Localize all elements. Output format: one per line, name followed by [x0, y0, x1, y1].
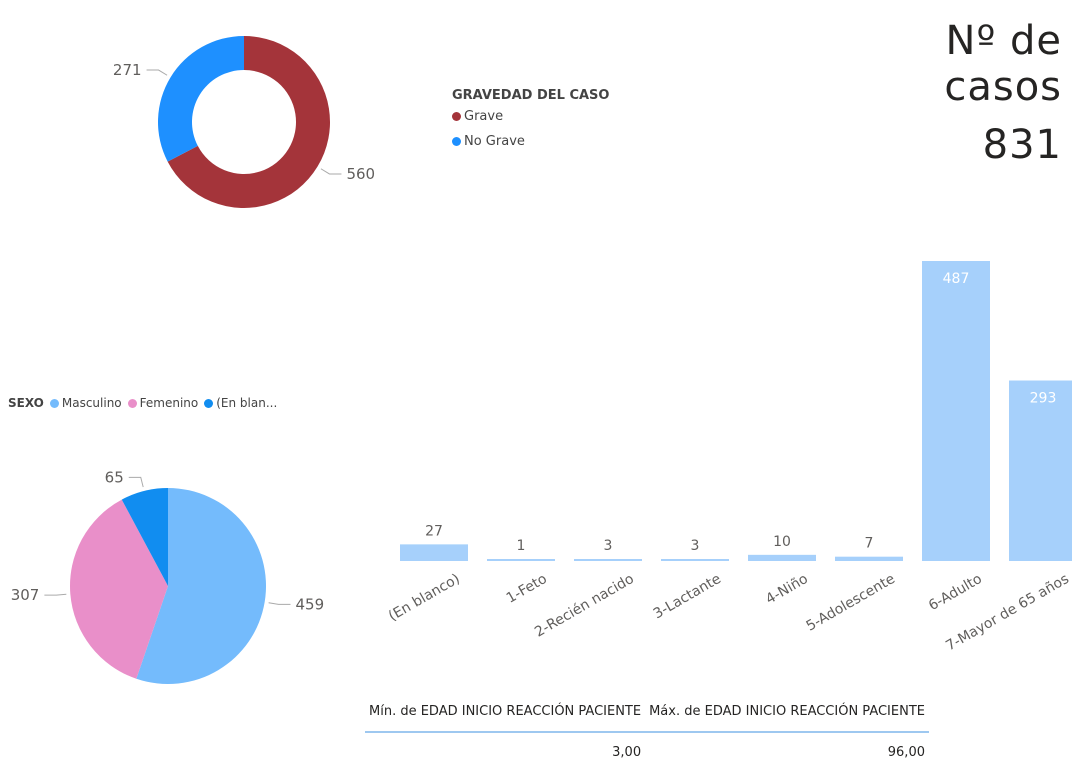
bar-category-label: 6-Adulto [926, 571, 985, 614]
bar[interactable] [400, 544, 468, 561]
donut-labels: 560 271 [113, 61, 375, 183]
donut-data-label: 271 [113, 61, 142, 79]
sex-legend: SEXO Masculino Femenino (En blan... [8, 396, 283, 410]
max-age-value: 96,00 [645, 732, 929, 760]
severity-donut-chart: 560 271 [0, 0, 440, 230]
donut-slices [158, 36, 330, 208]
bar-category-label: 4-Niño [763, 571, 811, 608]
bar[interactable] [748, 555, 816, 561]
sex-legend-title: SEXO [8, 396, 44, 410]
bar-data-label: 293 [1030, 391, 1057, 407]
pie-data-label: 459 [295, 595, 324, 613]
min-age-value: 3,00 [365, 732, 645, 760]
legend-dot-en-blanco-icon [204, 399, 213, 408]
legend-item-masculino[interactable]: Masculino [50, 396, 122, 410]
legend-label-masculino: Masculino [62, 396, 122, 410]
bar-category-label: 3-Lactante [651, 571, 724, 622]
legend-label-femenino: Femenino [140, 396, 199, 410]
bar-category-label: 5-Adolescente [804, 571, 898, 635]
legend-item-en-blanco[interactable]: (En blan... [204, 396, 277, 410]
legend-label-grave: Grave [464, 109, 503, 124]
bar[interactable] [487, 559, 555, 561]
age-minmax-table: Mín. de EDAD INICIO REACCIÓN PACIENTE Má… [365, 704, 929, 760]
pie-slices [70, 488, 266, 684]
pie-data-label: 65 [105, 468, 124, 486]
bar-data-label: 1 [517, 538, 526, 554]
legend-label-en-blanco: (En blan... [216, 396, 277, 410]
donut-data-label: 560 [346, 165, 375, 183]
pie-leader-line [269, 603, 291, 605]
severity-legend-title: GRAVEDAD DEL CASO [452, 88, 609, 103]
min-age-header[interactable]: Mín. de EDAD INICIO REACCIÓN PACIENTE [365, 704, 645, 732]
bar[interactable] [835, 557, 903, 561]
legend-label-no-grave: No Grave [464, 134, 525, 149]
pie-leader-line [129, 477, 143, 487]
max-age-header[interactable]: Máx. de EDAD INICIO REACCIÓN PACIENTE [645, 704, 929, 732]
legend-item-no-grave[interactable]: No Grave [452, 134, 609, 149]
pie-data-label: 307 [11, 586, 40, 604]
bar-category-label: 1-Feto [504, 571, 550, 607]
bar-data-label: 10 [773, 534, 791, 550]
bar[interactable] [922, 261, 990, 561]
bar-data-label: 27 [425, 523, 443, 539]
kpi-title-line2: casos [842, 64, 1062, 110]
bar[interactable] [1009, 381, 1072, 561]
kpi-title-line1: Nº de [842, 18, 1062, 64]
bar-data-label: 3 [604, 538, 613, 554]
donut-leader-line [321, 169, 342, 174]
pie-leader-line [44, 594, 66, 595]
sex-pie-chart: 459 307 65 [0, 460, 360, 700]
bar-data-label: 487 [943, 271, 970, 287]
legend-dot-femenino-icon [128, 399, 137, 408]
legend-item-femenino[interactable]: Femenino [128, 396, 199, 410]
legend-dot-masculino-icon [50, 399, 59, 408]
legend-item-grave[interactable]: Grave [452, 109, 609, 124]
bar-category-label: (En blanco) [386, 571, 463, 625]
bar-data-label: 7 [865, 536, 874, 552]
bar[interactable] [661, 559, 729, 561]
legend-dot-no-grave-icon [452, 137, 461, 146]
kpi-value: 831 [842, 122, 1062, 168]
severity-legend: GRAVEDAD DEL CASO Grave No Grave [452, 88, 609, 149]
donut-leader-line [147, 70, 168, 75]
donut-slice-no-grave[interactable] [158, 36, 244, 162]
bar[interactable] [574, 559, 642, 561]
legend-dot-grave-icon [452, 112, 461, 121]
bar-data-label: 3 [691, 538, 700, 554]
kpi-card: Nº de casos 831 [842, 18, 1062, 168]
